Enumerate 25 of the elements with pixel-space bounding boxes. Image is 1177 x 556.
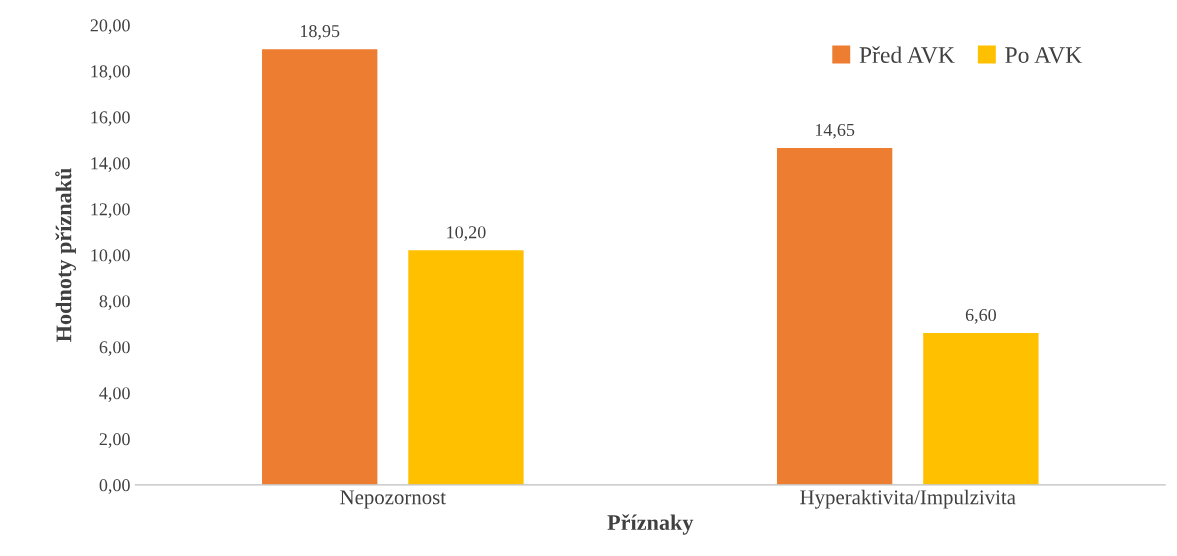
- bar: [923, 333, 1039, 485]
- y-tick-label: 2,00: [99, 433, 130, 448]
- x-tick-label: Hyperaktivita/Impulzivita: [800, 489, 1016, 509]
- data-label: 14,65: [815, 123, 855, 139]
- y-tick-label: 8,00: [99, 295, 130, 310]
- legend-label: Před AVK: [859, 46, 955, 64]
- bar: [262, 49, 378, 485]
- y-tick-label: 0,00: [99, 479, 130, 494]
- bar: [408, 250, 524, 485]
- y-tick-label: 18,00: [91, 65, 130, 81]
- bar: [776, 148, 893, 485]
- x-tick-label: Nepozornost: [340, 490, 446, 509]
- y-tick-label: 14,00: [91, 157, 130, 172]
- data-label: 6,60: [965, 308, 996, 324]
- data-label: 18,95: [300, 24, 340, 40]
- data-label: 10,20: [447, 226, 486, 241]
- y-axis-title: Hodnoty příznaků: [55, 168, 76, 342]
- y-tick-label: 10,00: [91, 249, 130, 264]
- x-axis-title: Příznaky: [607, 514, 694, 535]
- y-tick-label: 12,00: [91, 203, 130, 218]
- y-tick-label: 16,00: [91, 111, 130, 127]
- y-tick-label: 4,00: [99, 387, 130, 402]
- y-tick-label: 20,00: [90, 19, 130, 35]
- legend-label: Po AVK: [1005, 47, 1082, 64]
- y-tick-label: 6,00: [99, 341, 130, 356]
